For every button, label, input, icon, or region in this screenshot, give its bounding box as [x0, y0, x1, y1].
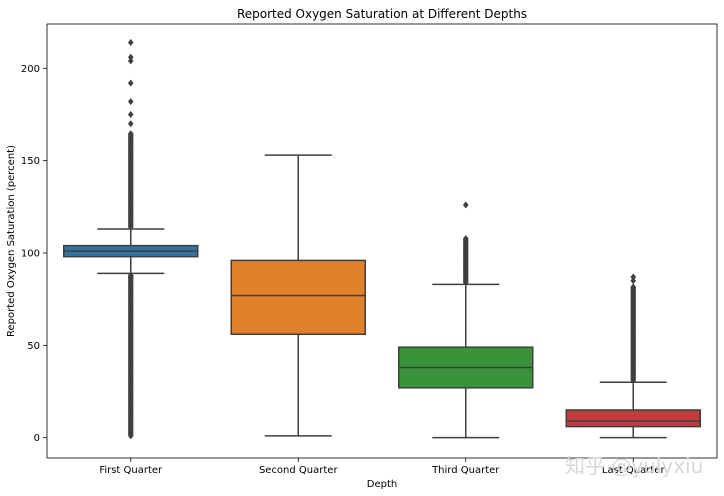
x-axis: First Quarter Second Quarter Third Quarter… [99, 458, 665, 476]
y-tick-label: 0 [34, 433, 40, 444]
box-series [63, 38, 701, 440]
y-axis-title: Reported Oxygen Saturation (percent) [6, 145, 17, 337]
x-tick-label: First Quarter [99, 465, 163, 476]
outlier-point [127, 110, 134, 119]
outlier-point [462, 234, 469, 243]
box-first-quarter [63, 38, 199, 440]
y-tick-label: 100 [21, 249, 40, 260]
x-tick-label: Third Quarter [431, 465, 500, 476]
x-tick-label: Second Quarter [259, 465, 339, 476]
box-last-quarter [565, 273, 701, 439]
outlier-point [127, 38, 134, 47]
outlier-point [127, 130, 134, 138]
plot-frame [46, 23, 718, 459]
y-axis: 0 50 100 150 200 [21, 64, 47, 444]
y-tick-label: 50 [27, 341, 40, 352]
y-tick-label: 200 [21, 64, 40, 75]
iqr-box [565, 409, 701, 428]
outlier-point [127, 271, 134, 279]
y-tick-label: 150 [21, 156, 40, 167]
outlier-point [127, 120, 134, 128]
watermark-text: 知乎 @yulyxiu [565, 454, 703, 478]
outlier-point [462, 201, 469, 209]
x-axis-title: Depth [367, 479, 397, 490]
outlier-point [630, 273, 637, 281]
outlier-point [127, 79, 134, 87]
outlier-point [127, 97, 134, 106]
iqr-box [230, 259, 366, 336]
x-tick-label: Last Quarter [602, 465, 666, 476]
outlier-point [127, 53, 134, 61]
outlier-point [630, 277, 637, 285]
outlier-point [630, 283, 637, 291]
outlier-point [127, 57, 134, 65]
box-third-quarter [398, 201, 534, 439]
box-second-quarter [230, 154, 366, 437]
chart-title: Reported Oxygen Saturation at Different … [237, 7, 527, 21]
